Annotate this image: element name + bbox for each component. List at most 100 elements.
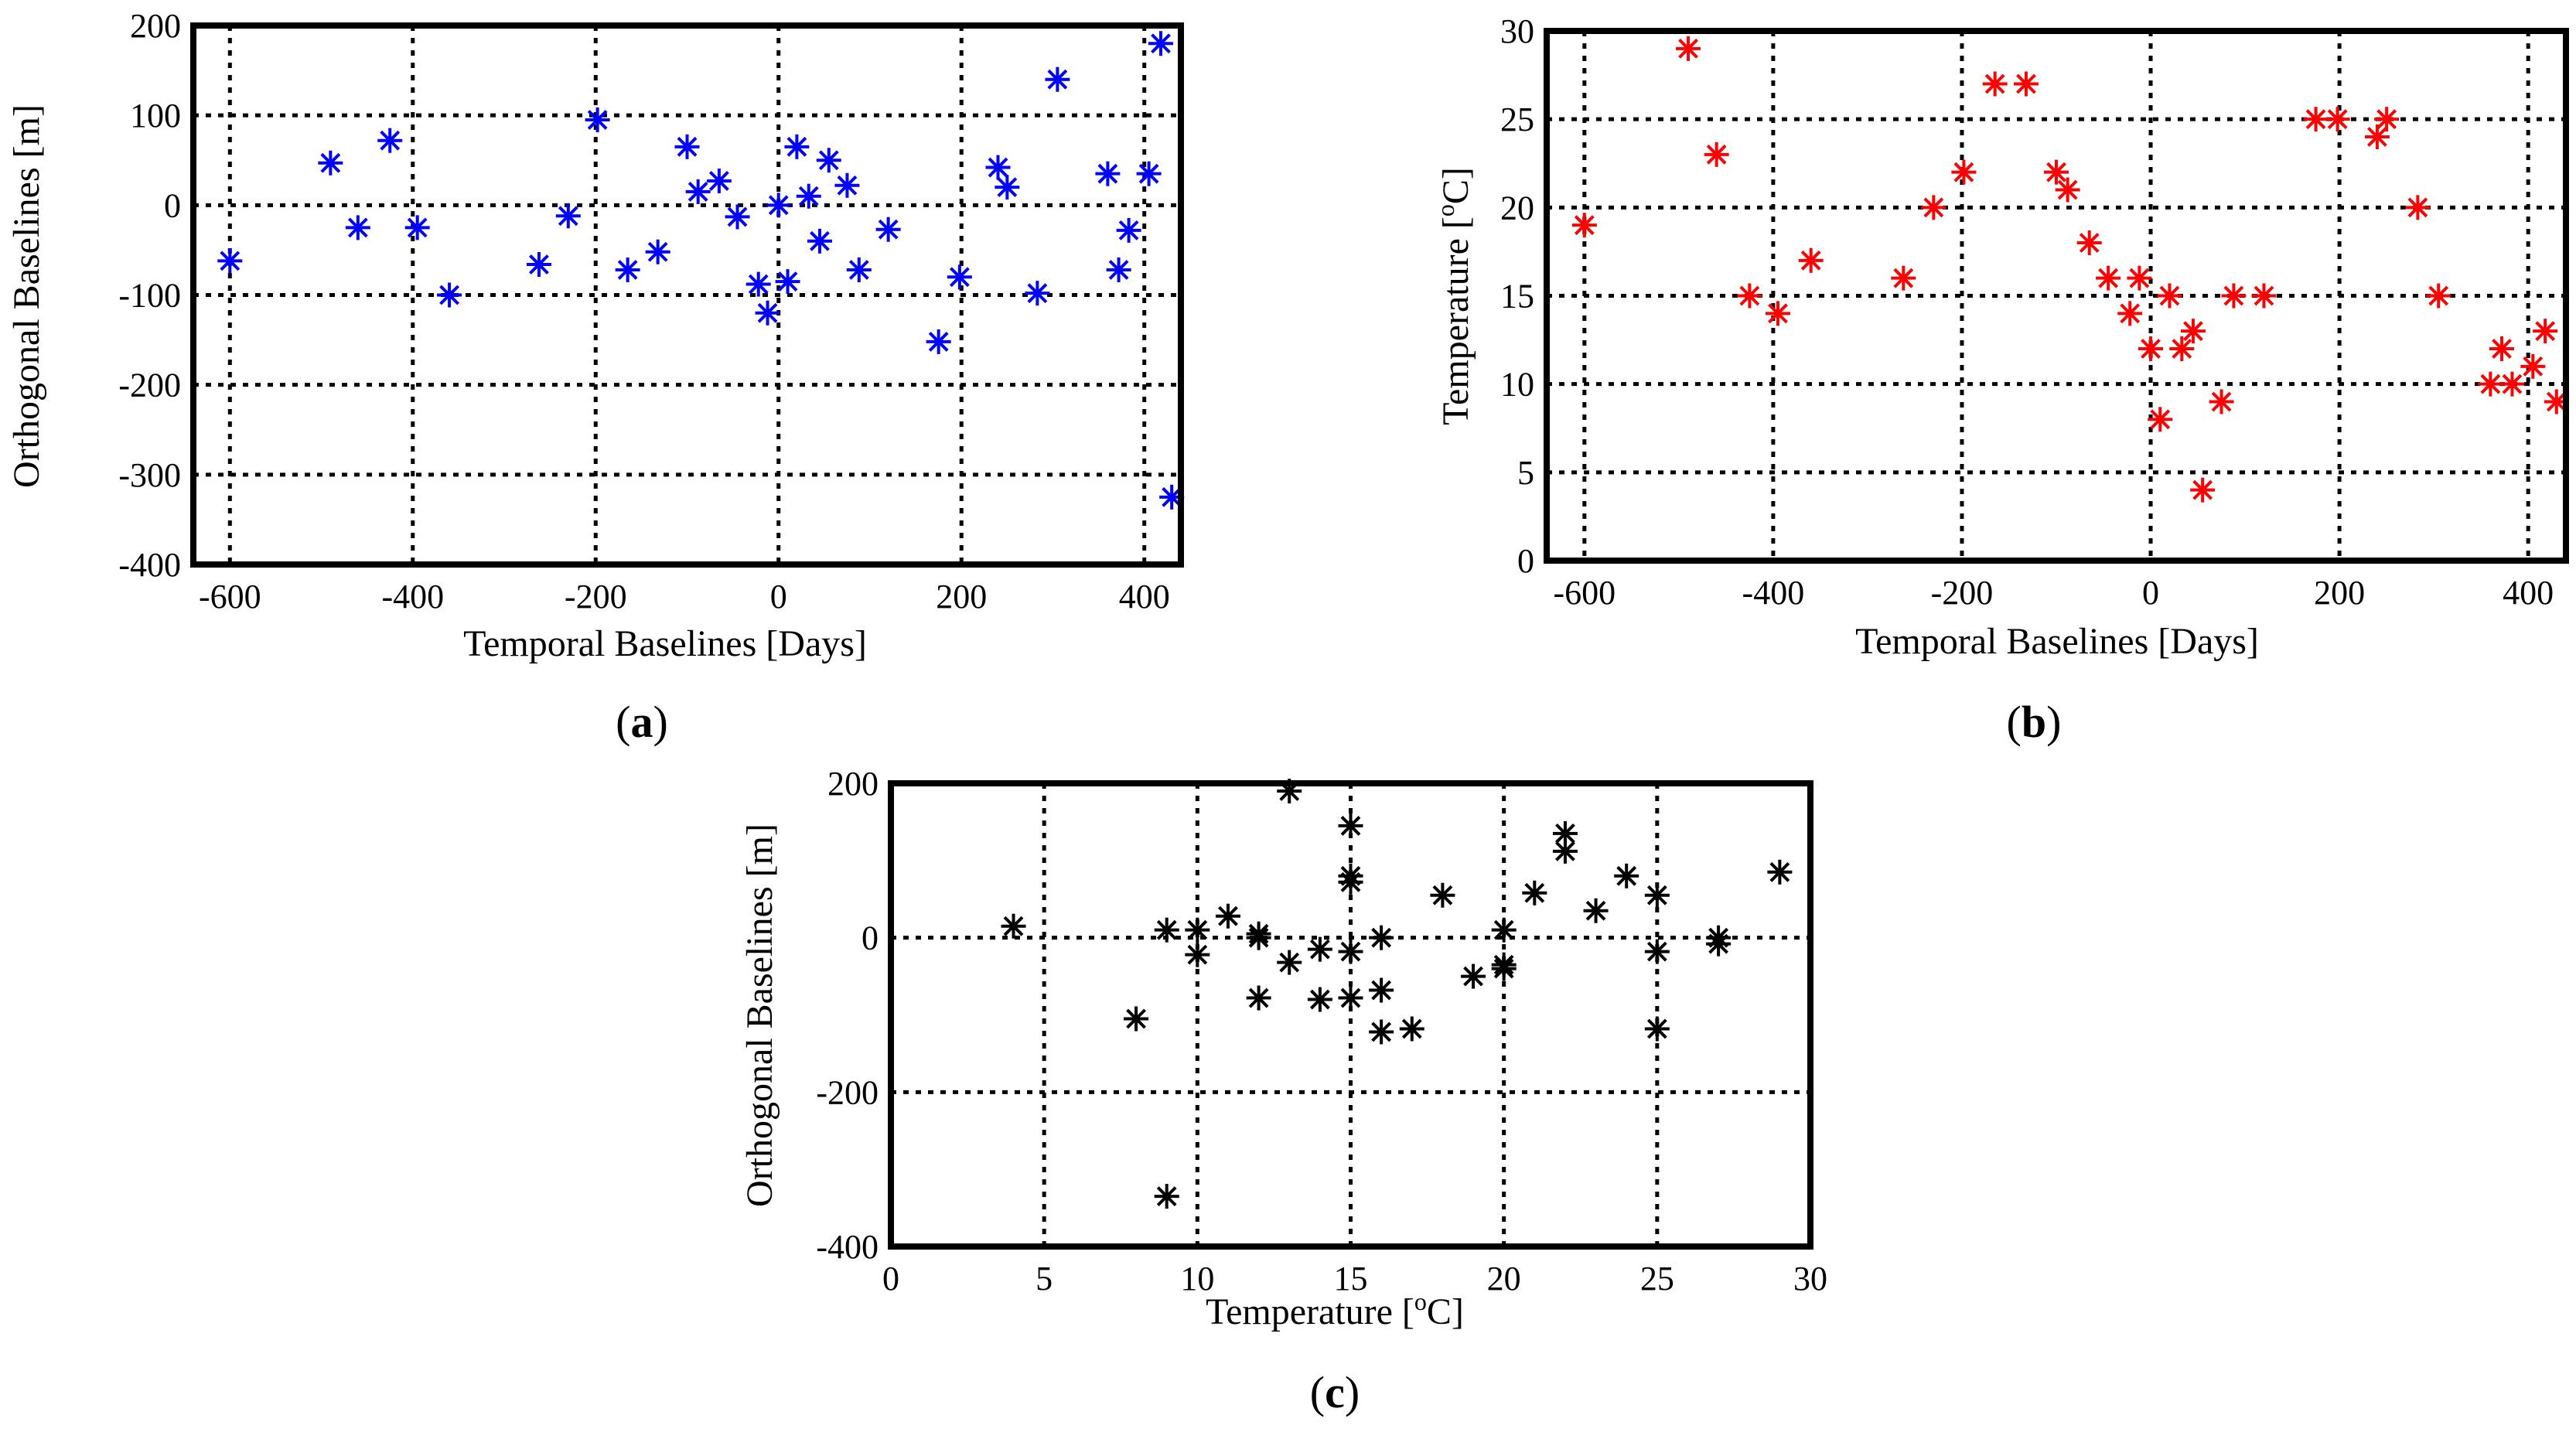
data-point bbox=[1154, 917, 1179, 943]
data-point bbox=[1765, 301, 1790, 326]
panel-label: (a) bbox=[616, 697, 668, 747]
y-tick-label: 0 bbox=[164, 186, 181, 224]
x-tick-label: 25 bbox=[1640, 1260, 1674, 1298]
data-point bbox=[2499, 371, 2525, 397]
data-point bbox=[985, 155, 1011, 180]
data-point bbox=[1307, 987, 1332, 1012]
x-tick-label: 30 bbox=[1793, 1260, 1827, 1298]
panel-c: 0 5 10 15 20 25 30 -400 -200 0 200 Temperature [oC]… bbox=[739, 765, 1827, 1417]
y-tick-label: 0 bbox=[862, 919, 879, 957]
data-point bbox=[2520, 353, 2546, 379]
plot-frame bbox=[888, 780, 1813, 1250]
data-point bbox=[1676, 36, 1701, 61]
data-point bbox=[1767, 859, 1793, 885]
x-tick-label: 400 bbox=[1119, 578, 1170, 616]
y-tick-label: 200 bbox=[827, 765, 879, 803]
y-tick-label: 0 bbox=[1517, 542, 1534, 580]
data-point bbox=[755, 300, 780, 326]
data-point bbox=[725, 204, 750, 230]
data-point bbox=[1124, 1006, 1149, 1032]
x-tick-label: -200 bbox=[1931, 574, 1994, 612]
data-point bbox=[2190, 477, 2216, 503]
y-tick-label: -200 bbox=[118, 367, 181, 404]
x-tick-label: 15 bbox=[1334, 1260, 1368, 1298]
data-point bbox=[615, 257, 640, 282]
x-tick-label: 200 bbox=[936, 578, 987, 616]
data-point bbox=[1148, 31, 1173, 56]
y-axis-label: Orthogonal Baselines [m] bbox=[739, 824, 780, 1207]
data-point bbox=[1215, 903, 1240, 929]
x-tick-label: 400 bbox=[2503, 574, 2554, 612]
data-point bbox=[1891, 265, 1916, 291]
data-point bbox=[1491, 956, 1517, 981]
x-tick-label: -400 bbox=[381, 578, 444, 616]
data-point bbox=[2364, 124, 2390, 149]
data-point bbox=[1025, 281, 1050, 306]
data-point bbox=[1154, 1184, 1179, 1209]
data-point bbox=[775, 269, 800, 295]
data-point bbox=[947, 264, 972, 290]
data-point bbox=[1116, 217, 1141, 243]
data-point bbox=[1338, 939, 1363, 964]
data-point bbox=[1552, 820, 1578, 846]
data-point bbox=[995, 175, 1020, 200]
data-point bbox=[1001, 913, 1026, 939]
data-point bbox=[2221, 283, 2247, 309]
x-tick-label: 5 bbox=[1036, 1260, 1053, 1298]
y-tick-label: 5 bbox=[1517, 454, 1534, 492]
data-point bbox=[2209, 389, 2234, 414]
data-point bbox=[2303, 107, 2329, 132]
x-axis-label: Temporal Baselines [Days] bbox=[1855, 621, 2259, 662]
data-point bbox=[1369, 925, 1394, 950]
x-axis-label: Temporal Baselines [Days] bbox=[463, 623, 867, 664]
x-tick-label: 200 bbox=[2314, 574, 2365, 612]
data-point bbox=[1522, 880, 1547, 905]
data-point bbox=[2405, 195, 2431, 220]
data-point bbox=[1571, 213, 1597, 238]
data-point bbox=[1552, 838, 1578, 864]
y-axis-label: Orthogonal Baselines [m] bbox=[6, 104, 47, 488]
panel-a: -600 -400 -200 0 200 400 -400 -300 -200 -100 0 100 2… bbox=[6, 7, 1185, 747]
y-tick-label: 20 bbox=[1500, 189, 1534, 227]
data-point bbox=[2096, 265, 2121, 291]
panel-label: (c) bbox=[1310, 1367, 1360, 1417]
data-point bbox=[585, 107, 610, 132]
data-point bbox=[1246, 925, 1271, 950]
data-point bbox=[217, 248, 243, 274]
data-point bbox=[404, 215, 430, 240]
data-point bbox=[645, 239, 670, 264]
data-point bbox=[2157, 283, 2182, 309]
x-tick-label: -600 bbox=[199, 578, 261, 616]
data-point bbox=[2055, 177, 2080, 203]
y-tick-label: -400 bbox=[816, 1228, 879, 1266]
y-tick-label: 15 bbox=[1500, 278, 1534, 315]
data-point bbox=[1307, 936, 1332, 962]
y-tick-label: -100 bbox=[118, 277, 181, 315]
x-tick-label: -600 bbox=[1553, 574, 1616, 612]
data-point bbox=[706, 168, 732, 193]
data-point bbox=[1369, 977, 1394, 1003]
data-point bbox=[1614, 863, 1639, 888]
data-point bbox=[2148, 407, 2173, 432]
data-point bbox=[377, 128, 403, 153]
data-point bbox=[1644, 1016, 1670, 1042]
panel-b: -600 -400 -200 0 200 400 0 5 10 15 20 25 30 Temporal … bbox=[1431, 12, 2569, 747]
data-point bbox=[1461, 963, 1486, 989]
data-point bbox=[746, 271, 771, 297]
data-point bbox=[846, 257, 872, 282]
data-point bbox=[766, 193, 791, 218]
data-point bbox=[1045, 67, 1070, 92]
data-point bbox=[875, 217, 901, 242]
data-point bbox=[1583, 898, 1609, 923]
data-point bbox=[2478, 371, 2503, 397]
data-point bbox=[2117, 301, 2143, 326]
y-tick-label: 10 bbox=[1500, 366, 1534, 404]
data-point bbox=[2138, 336, 2164, 361]
y-tick-label: -400 bbox=[118, 546, 181, 584]
data-point bbox=[1338, 985, 1363, 1011]
x-tick-label: 0 bbox=[770, 578, 787, 616]
plot-frame bbox=[190, 22, 1184, 568]
data-point bbox=[2076, 230, 2102, 255]
data-point bbox=[674, 134, 700, 159]
data-point bbox=[1706, 931, 1732, 957]
